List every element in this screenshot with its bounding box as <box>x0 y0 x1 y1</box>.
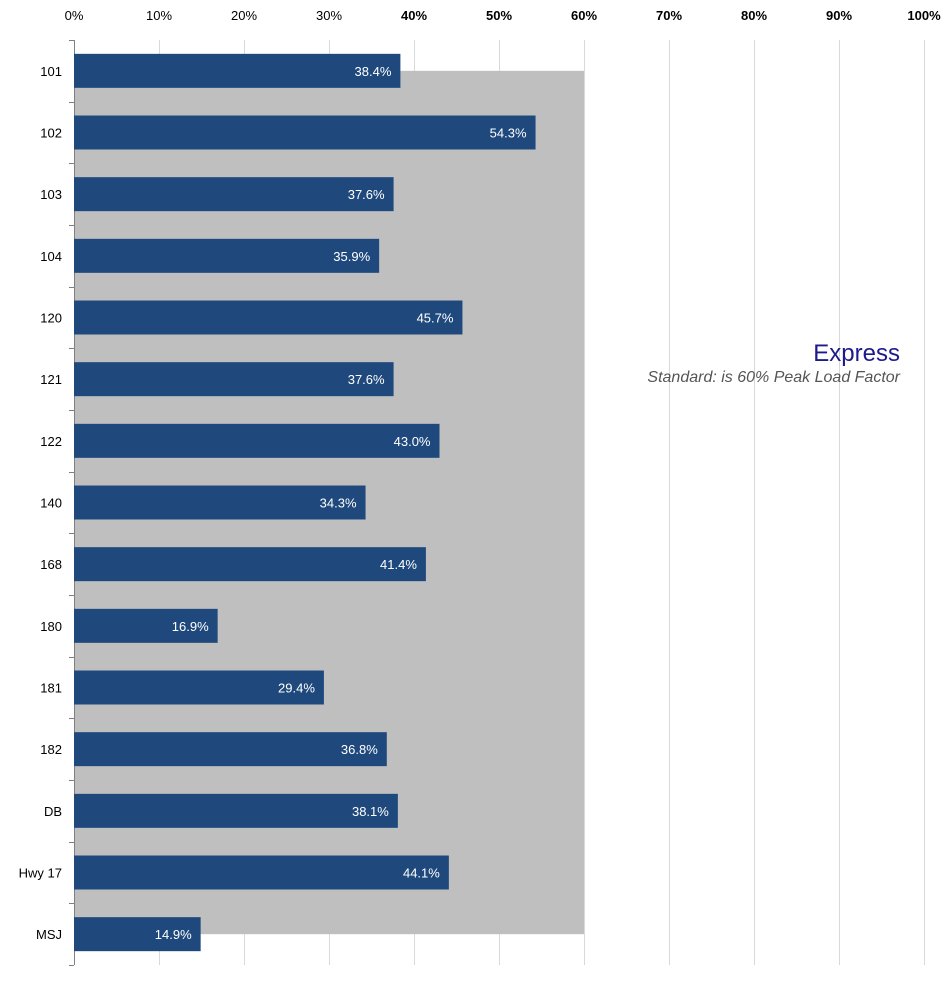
data-label: 35.9% <box>333 249 370 264</box>
category-label: 182 <box>40 742 62 757</box>
category-label: 103 <box>40 187 62 202</box>
bars <box>74 53 536 952</box>
x-tick-label: 0% <box>65 8 84 23</box>
x-tick-label: 30% <box>316 8 342 23</box>
bar-120 <box>74 300 463 335</box>
x-tick-label: 70% <box>656 8 682 23</box>
chart-annotation: Express Standard: is 60% Peak Load Facto… <box>600 340 900 387</box>
bar-db <box>74 793 398 828</box>
category-label: 104 <box>40 249 62 264</box>
annotation-title: Express <box>813 340 900 367</box>
data-label: 38.1% <box>352 804 389 819</box>
category-label: 168 <box>40 557 62 572</box>
category-label: 102 <box>40 126 62 141</box>
data-labels: 38.4% 54.3% 37.6% 35.9% 45.7% 37.6% 43.0% 34.3%… <box>155 64 527 942</box>
bar-hwy-17 <box>74 855 449 890</box>
bar-180 <box>74 608 218 643</box>
bar-168 <box>74 547 426 582</box>
bar-182 <box>74 732 387 767</box>
bar-140 <box>74 485 366 520</box>
bar-104 <box>74 238 380 273</box>
x-tick-label: 80% <box>741 8 767 23</box>
data-label: 34.3% <box>320 496 357 511</box>
bar-101 <box>74 53 401 88</box>
bar-122 <box>74 423 440 458</box>
category-label: 122 <box>40 434 62 449</box>
data-label: 45.7% <box>417 311 454 326</box>
x-tick-label: 40% <box>401 8 427 23</box>
category-label: DB <box>44 804 62 819</box>
x-tick-label: 50% <box>486 8 512 23</box>
data-label: 41.4% <box>380 557 417 572</box>
x-axis-tick-labels: 0% 10% 20% 30% 40% 50% 60% 70% 80% 90% 100% <box>65 8 941 23</box>
data-label: 37.6% <box>348 187 385 202</box>
x-tick-label: 100% <box>907 8 941 23</box>
annotation-subtitle: Standard: is 60% Peak Load Factor <box>647 369 900 386</box>
data-label: 36.8% <box>341 742 378 757</box>
category-label: 140 <box>40 496 62 511</box>
data-label: 43.0% <box>394 434 431 449</box>
category-label: 181 <box>40 681 62 696</box>
category-labels: 101 102 103 104 120 121 122 140 168 180 181 182 DB Hw… <box>19 64 62 942</box>
bar-121 <box>74 362 394 397</box>
data-label: 38.4% <box>355 64 392 79</box>
category-label: 101 <box>40 64 62 79</box>
x-tick-label: 20% <box>231 8 257 23</box>
data-label: 29.4% <box>278 681 315 696</box>
bar-103 <box>74 177 394 212</box>
x-tick-label: 60% <box>571 8 597 23</box>
data-label: 44.1% <box>403 866 440 881</box>
category-label: 121 <box>40 372 62 387</box>
data-label: 14.9% <box>155 927 192 942</box>
bar-181 <box>74 670 324 705</box>
bar-102 <box>74 115 536 150</box>
x-tick-label: 10% <box>146 8 172 23</box>
x-tick-label: 90% <box>826 8 852 23</box>
category-label: 120 <box>40 311 62 326</box>
bar-msj <box>74 917 201 952</box>
data-label: 54.3% <box>490 126 527 141</box>
category-label: 180 <box>40 619 62 634</box>
data-label: 16.9% <box>172 619 209 634</box>
category-axis <box>69 40 75 966</box>
category-label: Hwy 17 <box>19 866 62 881</box>
category-label: MSJ <box>36 927 62 942</box>
data-label: 37.6% <box>348 372 385 387</box>
